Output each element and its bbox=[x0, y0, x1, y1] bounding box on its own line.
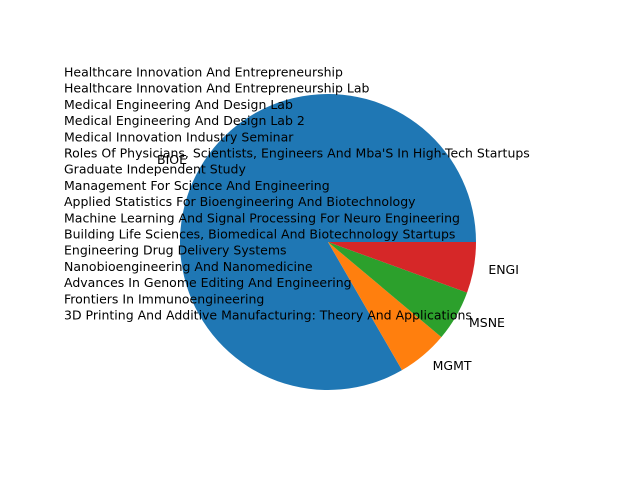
annotation-line: Graduate Independent Study bbox=[64, 162, 246, 177]
annotation-text: Healthcare Innovation And Entrepreneursh… bbox=[64, 65, 530, 323]
annotation-line: Medical Innovation Industry Seminar bbox=[64, 129, 294, 144]
annotation-line: Roles Of Physicians, Scientists, Enginee… bbox=[64, 146, 530, 161]
annotation-line: Frontiers In Immunoengineering bbox=[64, 291, 264, 306]
pie-slice-engi bbox=[328, 242, 476, 293]
annotation-line: 3D Printing And Additive Manufacturing: … bbox=[64, 308, 472, 323]
slice-label-engi: ENGI bbox=[488, 262, 519, 277]
annotation-line: Building Life Sciences, Biomedical And B… bbox=[64, 227, 455, 242]
slice-label-bioe: BIOE bbox=[157, 152, 187, 167]
annotation-line: Applied Statistics For Bioengineering An… bbox=[64, 194, 416, 209]
slice-label-msne: MSNE bbox=[469, 315, 505, 330]
slice-labels: BIOE MGMT MSNE ENGI bbox=[157, 152, 519, 373]
annotation-line: Medical Engineering And Design Lab 2 bbox=[64, 113, 305, 128]
annotation-line: Healthcare Innovation And Entrepreneursh… bbox=[64, 65, 343, 80]
pie-slice-mgmt bbox=[328, 242, 442, 371]
annotation-line: Nanobioengineering And Nanomedicine bbox=[64, 259, 313, 274]
pie-slices bbox=[180, 93, 476, 390]
pie-slice-msne bbox=[328, 242, 468, 338]
slice-label-mgmt: MGMT bbox=[433, 358, 472, 373]
annotation-line: Machine Learning And Signal Processing F… bbox=[64, 210, 460, 225]
annotation-line: Engineering Drug Delivery Systems bbox=[64, 243, 287, 258]
annotation-line: Medical Engineering And Design Lab bbox=[64, 97, 293, 112]
annotation-line: Advances In Genome Editing And Engineeri… bbox=[64, 275, 352, 290]
annotation-line: Management For Science And Engineering bbox=[64, 178, 330, 193]
annotation-line: Healthcare Innovation And Entrepreneursh… bbox=[64, 81, 370, 96]
pie-slice-bioe bbox=[180, 93, 476, 390]
